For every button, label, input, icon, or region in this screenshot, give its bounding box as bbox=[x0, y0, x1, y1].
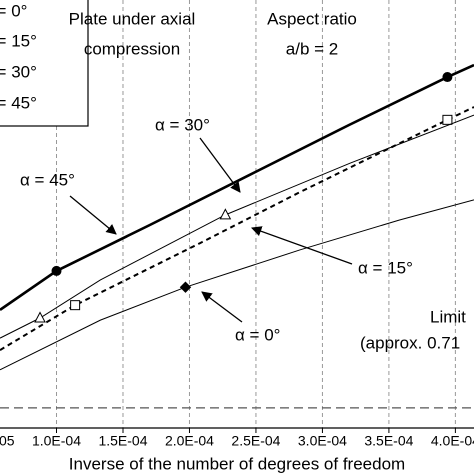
annotation: (approx. 0.71 bbox=[360, 333, 460, 352]
legend-entry: α = 0° bbox=[0, 1, 27, 20]
legend-entry: α = 30° bbox=[0, 62, 37, 81]
annotation: a/b = 2 bbox=[286, 39, 338, 58]
arrow bbox=[251, 226, 353, 265]
legend-box bbox=[0, 0, 89, 127]
marker bbox=[51, 265, 62, 276]
annotation: Aspect ratio bbox=[267, 9, 357, 28]
marker bbox=[179, 281, 192, 293]
annotation: Plate under axial bbox=[69, 9, 196, 28]
marker bbox=[70, 300, 81, 311]
series-callout: α = 45° bbox=[20, 170, 75, 189]
x-tick-label: 1.0E-04 bbox=[32, 433, 81, 449]
x-tick-label: 4.0E-04 bbox=[431, 433, 474, 449]
marker bbox=[219, 208, 232, 220]
series-line bbox=[0, 114, 474, 339]
series-line bbox=[0, 199, 474, 371]
annotation: compression bbox=[84, 39, 180, 58]
arrow bbox=[199, 137, 241, 193]
x-tick-label: 2.5E-04 bbox=[231, 433, 280, 449]
annotation: Limit bbox=[430, 307, 466, 326]
series-callout: α = 30° bbox=[155, 115, 210, 134]
series-callout: α = 15° bbox=[358, 258, 413, 277]
x-tick-label: 3.5E-04 bbox=[364, 433, 413, 449]
marker bbox=[34, 311, 46, 323]
arrow bbox=[201, 291, 243, 323]
plot bbox=[0, 63, 474, 371]
series-line bbox=[0, 106, 474, 351]
x-tick-label: 1.5E-04 bbox=[98, 433, 147, 449]
series-callout: α = 0° bbox=[235, 325, 280, 344]
x-tick-label: 2.0E-04 bbox=[165, 433, 214, 449]
arrow bbox=[69, 195, 117, 235]
x-tick-label: 3.0E-04 bbox=[298, 433, 347, 449]
legend-entry: α = 45° bbox=[0, 93, 37, 112]
legend-entry: α = 15° bbox=[0, 31, 37, 50]
marker bbox=[442, 114, 453, 125]
marker bbox=[442, 72, 453, 83]
x-tick-label: 5.0E-05 bbox=[0, 433, 15, 449]
x-axis-label: Inverse of the number of degrees of free… bbox=[69, 454, 405, 473]
